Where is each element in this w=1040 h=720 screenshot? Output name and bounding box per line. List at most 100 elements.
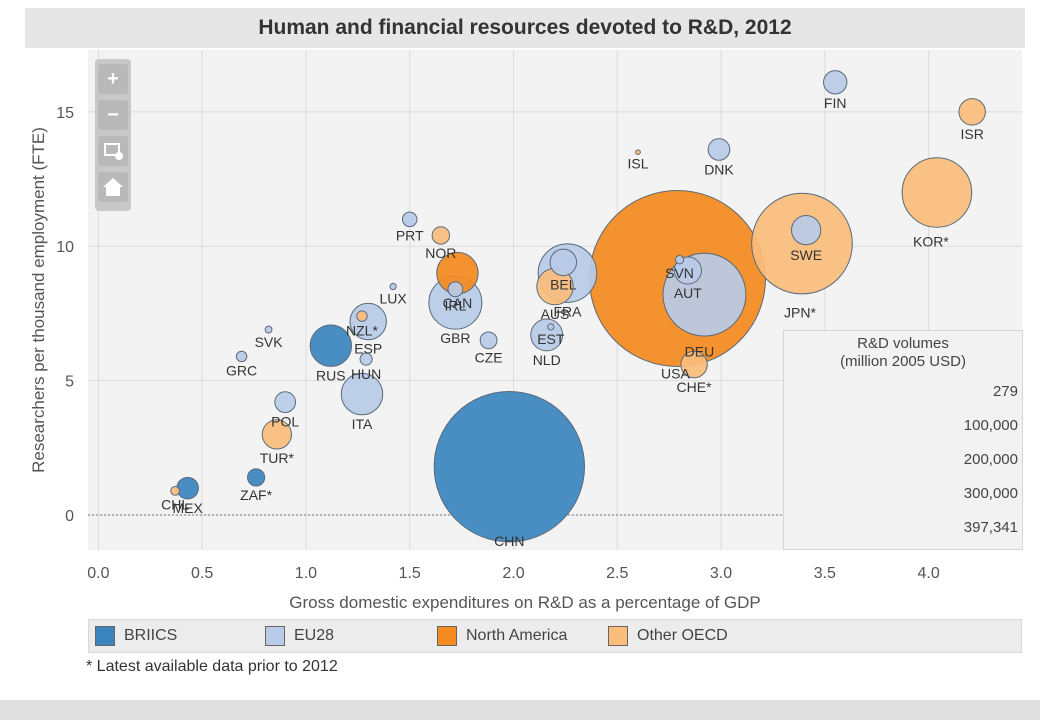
bubble — [707, 138, 731, 161]
bubble — [549, 248, 578, 277]
bubble — [170, 485, 181, 496]
bubble-label: MEX — [172, 500, 203, 516]
legend-label: Other OECD — [637, 627, 728, 644]
zoom-rectangle-icon — [104, 143, 123, 160]
x-tick-label: 2.5 — [606, 565, 628, 582]
bubble — [274, 391, 297, 414]
y-tick-label: 5 — [65, 374, 74, 391]
bubble-label: CZE — [475, 350, 503, 366]
bubble-label: FRA — [553, 303, 582, 319]
bubble — [823, 70, 848, 95]
x-tick-label: 1.0 — [295, 565, 317, 582]
bubble-label: EST — [537, 331, 565, 347]
bubble — [340, 372, 384, 416]
bubble-label: RUS — [316, 367, 346, 383]
bubble-label: CHE* — [677, 379, 713, 395]
zoom-box-button[interactable] — [98, 136, 128, 166]
bubble — [901, 157, 973, 228]
bubble-label: TUR* — [260, 450, 295, 466]
bubble — [547, 323, 555, 331]
legend-item-briics[interactable]: BRIICS — [95, 626, 177, 646]
x-tick-label: 1.5 — [399, 565, 421, 582]
bubble — [791, 214, 822, 246]
y-tick-label: 10 — [56, 239, 74, 256]
bubble-label: ITA — [352, 416, 373, 432]
bubble — [431, 226, 451, 245]
bubble — [264, 325, 273, 334]
y-axis-title: Researchers per thousand employment (FTE… — [29, 127, 48, 473]
size-legend: R&D volumes (million 2005 USD) 279 100,0… — [783, 330, 1023, 550]
bubble — [958, 98, 986, 126]
chart-title: Human and financial resources devoted to… — [258, 16, 792, 39]
size-legend-label: 300,000 — [963, 485, 1018, 502]
bubble-label: KOR* — [913, 233, 949, 249]
y-tick-label: 0 — [65, 508, 74, 525]
size-legend-label: 200,000 — [963, 451, 1018, 468]
bubble-label: ISR — [961, 126, 984, 142]
zoom-out-button[interactable]: − — [98, 100, 128, 130]
size-legend-title-line2: (million 2005 USD) — [840, 353, 966, 370]
bubble-label: SVN — [665, 265, 694, 281]
bubble-label: GBR — [440, 330, 470, 346]
bubble-label: GRC — [226, 363, 257, 379]
bubble — [674, 254, 685, 265]
bubble-label: DEU — [685, 344, 715, 360]
size-legend-label: 279 — [992, 383, 1018, 400]
size-legend-title-line1: R&D volumes — [857, 335, 949, 352]
bubble-label: ZAF* — [240, 487, 272, 503]
bubble-label: IRL — [444, 298, 466, 314]
x-axis-title: Gross domestic expenditures on R&D as a … — [289, 593, 761, 612]
legend-swatch — [437, 626, 457, 646]
x-tick-label: 4.0 — [917, 565, 939, 582]
x-tick-label: 3.5 — [814, 565, 836, 582]
home-button[interactable] — [98, 172, 128, 202]
bubble-label: ISL — [628, 155, 649, 171]
bubble-label: AUS — [541, 306, 570, 322]
bubble — [235, 350, 248, 363]
home-icon — [103, 178, 123, 196]
x-tick-label: 2.0 — [502, 565, 524, 582]
legend-item-north-america[interactable]: North America — [437, 626, 567, 646]
bubble-label: CAN — [443, 295, 473, 311]
bubble-label: LUX — [379, 291, 407, 307]
title-bar: Human and financial resources devoted to… — [25, 8, 1025, 48]
bubble — [401, 211, 418, 228]
size-legend-title: R&D volumes (million 2005 USD) — [784, 335, 1022, 371]
bubble-label: SVK — [255, 334, 284, 350]
size-legend-label: 397,341 — [963, 519, 1018, 536]
bubble — [680, 350, 708, 379]
bubble-label: NLD — [533, 352, 561, 368]
bubble-label: CHN — [494, 533, 524, 549]
legend-label: EU28 — [294, 627, 335, 644]
bottom-toolbar — [0, 700, 1040, 720]
bubble-label: AUT — [674, 285, 702, 301]
y-tick-label: 15 — [56, 105, 74, 122]
bubble — [356, 310, 368, 322]
bubble-label: PRT — [396, 228, 424, 244]
bubble — [530, 318, 564, 352]
legend-label: BRIICS — [124, 627, 178, 644]
bubble-label: POL — [271, 414, 299, 430]
bubble-label: NOR — [425, 245, 456, 261]
bubble-label: CHL — [161, 496, 189, 512]
bubble-label: SWE — [790, 247, 822, 263]
bubble — [309, 324, 353, 367]
legend-swatch — [608, 626, 628, 646]
bubble — [359, 352, 373, 366]
bubble-label: FIN — [824, 95, 847, 111]
bubble-label: BEL — [550, 277, 577, 293]
legend-item-other-oecd[interactable]: Other OECD — [608, 626, 728, 646]
bubble — [447, 281, 464, 298]
legend-label: North America — [466, 627, 568, 644]
bubble — [261, 419, 293, 450]
bubble — [479, 331, 498, 350]
bubble — [635, 149, 641, 155]
footnote: * Latest available data prior to 2012 — [86, 658, 338, 675]
legend-item-eu28[interactable]: EU28 — [265, 626, 334, 646]
series-legend: BRIICS EU28 North America Other OECD — [88, 619, 1022, 653]
x-tick-label: 0.0 — [87, 565, 109, 582]
legend-swatch — [95, 626, 115, 646]
bubble-label: HUN — [351, 366, 381, 382]
x-tick-label: 0.5 — [191, 565, 213, 582]
zoom-in-button[interactable]: + — [98, 64, 128, 94]
